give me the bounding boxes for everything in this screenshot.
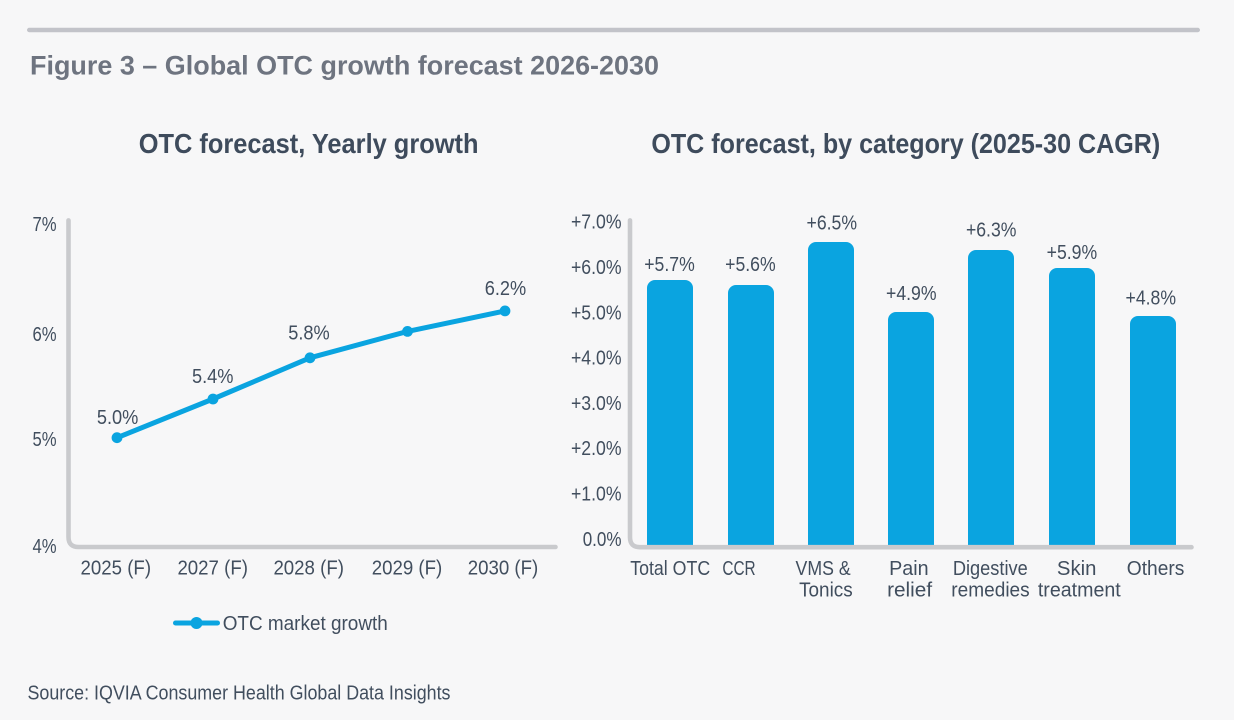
svg-text:+4.9%: +4.9% [886, 283, 937, 305]
svg-text:Digestive: Digestive [953, 558, 1028, 580]
svg-text:Skin: Skin [1057, 558, 1097, 580]
svg-text:2030 (F): 2030 (F) [468, 558, 539, 580]
svg-text:5.0%: 5.0% [97, 407, 139, 429]
svg-text:VMS &: VMS & [796, 558, 852, 580]
svg-text:Pain: Pain [889, 558, 929, 580]
svg-text:CCR: CCR [722, 558, 755, 580]
svg-text:5%: 5% [33, 429, 57, 451]
svg-text:relief: relief [887, 580, 932, 602]
svg-text:OTC forecast, Yearly growth: OTC forecast, Yearly growth [139, 128, 479, 159]
svg-text:+5.0%: +5.0% [571, 302, 622, 324]
svg-text:+2.0%: +2.0% [571, 438, 622, 460]
svg-text:+5.9%: +5.9% [1047, 242, 1098, 264]
svg-text:+3.0%: +3.0% [571, 393, 622, 415]
svg-text:+6.3%: +6.3% [966, 219, 1017, 241]
svg-text:+6.5%: +6.5% [807, 213, 858, 235]
svg-text:6.2%: 6.2% [485, 278, 527, 300]
svg-text:4%: 4% [33, 536, 57, 558]
svg-text:5.4%: 5.4% [192, 366, 234, 388]
svg-text:+7.0%: +7.0% [571, 212, 622, 234]
svg-text:Tonics: Tonics [799, 580, 853, 602]
svg-text:7%: 7% [33, 214, 57, 236]
svg-text:+5.7%: +5.7% [644, 254, 695, 276]
svg-text:+4.8%: +4.8% [1126, 288, 1177, 310]
svg-text:+6.0%: +6.0% [571, 257, 622, 279]
svg-text:+1.0%: +1.0% [571, 484, 622, 506]
svg-text:OTC market growth: OTC market growth [223, 613, 388, 635]
svg-text:Others: Others [1127, 558, 1185, 580]
svg-text:Source: IQVIA Consumer Health: Source: IQVIA Consumer Health Global Dat… [28, 682, 451, 704]
svg-text:remedies: remedies [951, 580, 1029, 602]
svg-text:Total OTC: Total OTC [630, 558, 710, 580]
svg-text:+4.0%: +4.0% [571, 348, 622, 370]
svg-text:2028 (F): 2028 (F) [273, 558, 344, 580]
svg-text:2027 (F): 2027 (F) [177, 558, 248, 580]
svg-text:OTC forecast, by category (202: OTC forecast, by category (2025-30 CAGR) [651, 128, 1160, 159]
svg-text:2029 (F): 2029 (F) [372, 558, 443, 580]
svg-text:0.0%: 0.0% [583, 529, 622, 551]
svg-text:6%: 6% [33, 324, 57, 346]
svg-text:2025 (F): 2025 (F) [81, 558, 152, 580]
svg-text:Figure 3 – Global OTC growth f: Figure 3 – Global OTC growth forecast 20… [30, 50, 659, 80]
svg-text:5.8%: 5.8% [288, 322, 330, 344]
svg-text:treatment: treatment [1038, 580, 1121, 602]
svg-text:+5.6%: +5.6% [725, 254, 776, 276]
